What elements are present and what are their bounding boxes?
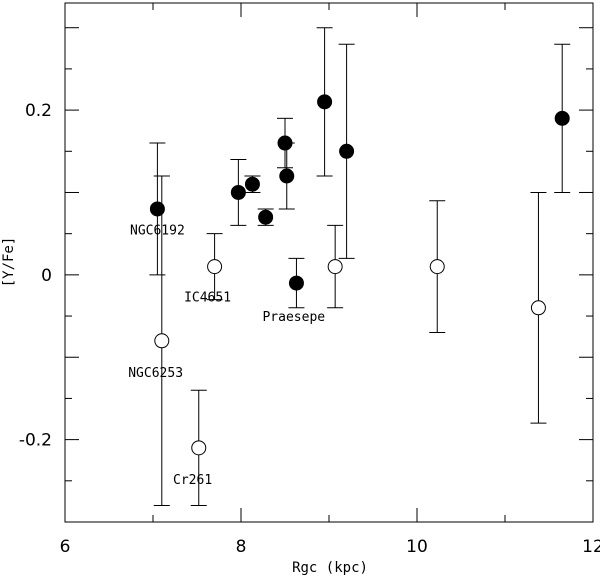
filled-data-point (554, 110, 570, 126)
y-tick-label: 0.2 (25, 101, 52, 121)
axis-tick-labels: 6 8 10 12 -0.2 0 0.2 (19, 101, 600, 557)
data-markers (149, 94, 570, 456)
cluster-label: Praesepe (262, 310, 325, 325)
filled-data-point (230, 184, 246, 200)
open-data-point (154, 333, 170, 349)
axis-ticks (64, 3, 594, 523)
filled-data-point (317, 94, 333, 110)
cluster-label: Cr261 (173, 473, 212, 488)
filled-data-point (279, 168, 295, 184)
y-axis-label: [Y/Fe] (1, 237, 17, 288)
x-tick-label: 10 (406, 537, 428, 557)
open-data-point (207, 259, 223, 275)
x-tick-label: 12 (582, 537, 600, 557)
cluster-annotations: NGC6192 IC4651 Praesepe NGC6253 Cr261 (128, 224, 325, 489)
y-tick-label: 0 (41, 266, 52, 286)
x-tick-label: 8 (236, 537, 247, 557)
cluster-label: IC4651 (184, 290, 231, 305)
filled-data-point (258, 209, 274, 225)
filled-data-point (339, 143, 355, 159)
y-tick-label: -0.2 (19, 431, 52, 451)
open-data-point (429, 259, 445, 275)
filled-data-point (277, 135, 293, 151)
filled-data-point (244, 176, 260, 192)
x-axis-label: Rgc (kpc) (292, 560, 368, 576)
open-data-point (530, 300, 546, 316)
open-data-point (327, 259, 343, 275)
filled-data-point (288, 275, 304, 291)
filled-data-point (149, 201, 165, 217)
cluster-label: NGC6253 (128, 366, 183, 381)
cluster-label: NGC6192 (130, 224, 185, 239)
open-data-point (191, 440, 207, 456)
x-tick-label: 6 (60, 537, 71, 557)
